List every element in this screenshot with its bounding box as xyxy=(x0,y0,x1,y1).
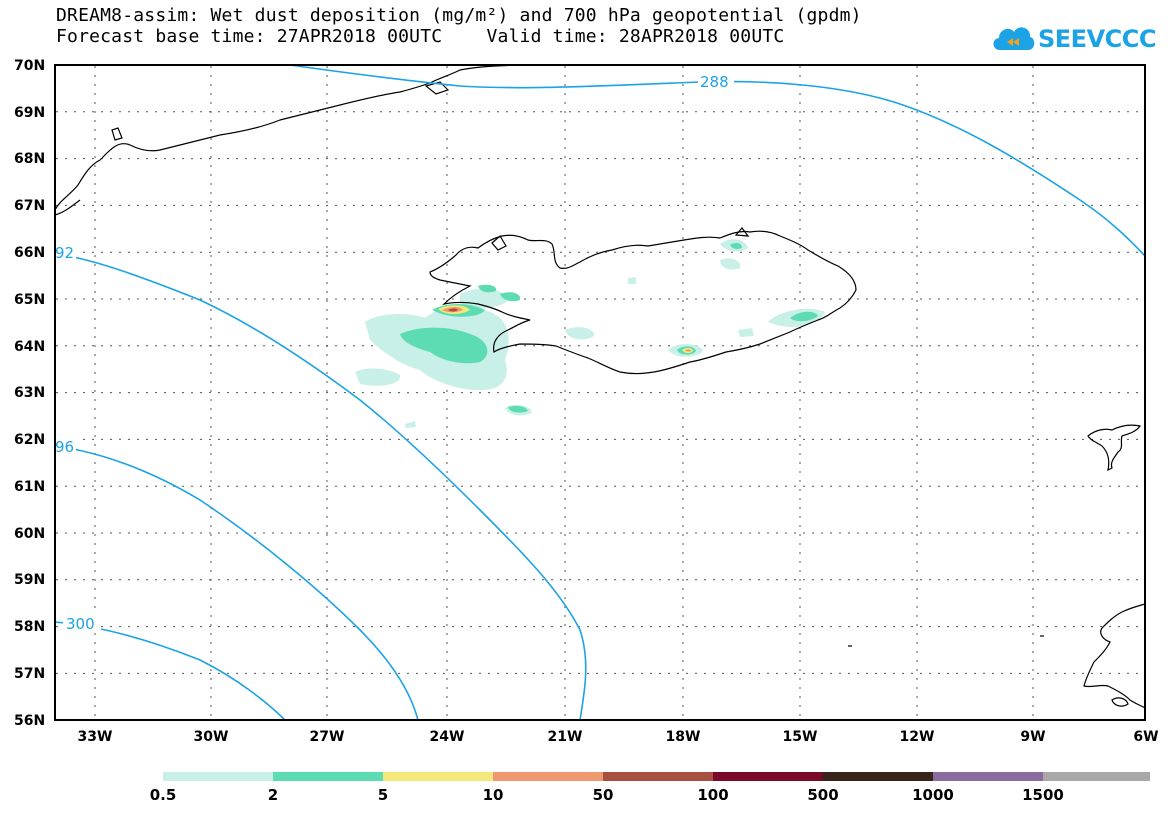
lat-label: 61N xyxy=(14,479,45,495)
lat-label: 70N xyxy=(14,58,45,74)
lon-label: 15W xyxy=(783,729,818,745)
logo-text: SEEVCCC xyxy=(1038,25,1157,53)
lat-label: 62N xyxy=(14,432,45,448)
legend-label: 50 xyxy=(593,786,614,804)
lon-label: 21W xyxy=(548,729,583,745)
map-subtitle: Forecast base time: 27APR2018 00UTC Vali… xyxy=(56,26,785,47)
legend-label: 100 xyxy=(697,786,728,804)
lat-label: 56N xyxy=(14,713,45,729)
legend-swatch xyxy=(823,772,933,781)
legend-label: 1000 xyxy=(912,786,954,804)
lat-label: 63N xyxy=(14,385,45,401)
legend-swatch xyxy=(493,772,603,781)
legend-label: 0.5 xyxy=(150,786,177,804)
legend-label: 500 xyxy=(807,786,838,804)
coastlines xyxy=(54,64,1146,709)
legend-swatch xyxy=(603,772,713,781)
legend-label: 1500 xyxy=(1022,786,1064,804)
lat-label: 57N xyxy=(14,666,45,682)
graticule xyxy=(56,66,1144,719)
legend-label: 2 xyxy=(268,786,278,804)
legend-swatch xyxy=(933,772,1043,781)
lon-label: 18W xyxy=(666,729,701,745)
lat-label: 67N xyxy=(14,198,45,214)
legend-swatch xyxy=(1043,772,1150,781)
cloud-icon xyxy=(993,27,1035,50)
lat-label: 64N xyxy=(14,339,45,355)
lon-label: 12W xyxy=(900,729,935,745)
legend-label: 10 xyxy=(483,786,504,804)
legend-swatch xyxy=(163,772,273,781)
lon-label: 27W xyxy=(310,729,345,745)
lon-label: 6W xyxy=(1133,729,1158,745)
legend-swatch xyxy=(273,772,383,781)
lon-label: 33W xyxy=(78,729,113,745)
lat-label: 68N xyxy=(14,151,45,167)
contour-label-288: 288 xyxy=(700,73,729,91)
wet-dust-deposition-field xyxy=(355,239,825,428)
latitude-labels: 70N 69N 68N 67N 66N 65N 64N 63N 62N 61N … xyxy=(14,58,45,729)
lat-label: 58N xyxy=(14,619,45,635)
legend-swatch xyxy=(383,772,493,781)
lon-label: 9W xyxy=(1020,729,1045,745)
lat-label: 59N xyxy=(14,572,45,588)
seevccc-logo: SEEVCCC xyxy=(990,20,1157,60)
lon-label: 24W xyxy=(430,729,465,745)
contour-label-92: 92 xyxy=(55,244,74,262)
lat-label: 65N xyxy=(14,292,45,308)
lon-label: 30W xyxy=(194,729,229,745)
legend-label: 5 xyxy=(378,786,388,804)
contour-labels: 288 92 96 300 xyxy=(54,73,734,633)
lat-label: 60N xyxy=(14,526,45,542)
contour-label-96: 96 xyxy=(55,438,74,456)
legend-swatch xyxy=(713,772,823,781)
map-title: DREAM8-assim: Wet dust deposition (mg/m²… xyxy=(56,5,862,26)
geopotential-contours xyxy=(54,64,1146,721)
lat-label: 66N xyxy=(14,245,45,261)
contour-label-300: 300 xyxy=(66,615,95,633)
longitude-labels: 33W 30W 27W 24W 21W 18W 15W 12W 9W 6W xyxy=(78,729,1159,745)
lat-label: 69N xyxy=(14,105,45,121)
color-legend: 0.5 2 5 10 50 100 500 1000 1500 xyxy=(150,772,1150,804)
